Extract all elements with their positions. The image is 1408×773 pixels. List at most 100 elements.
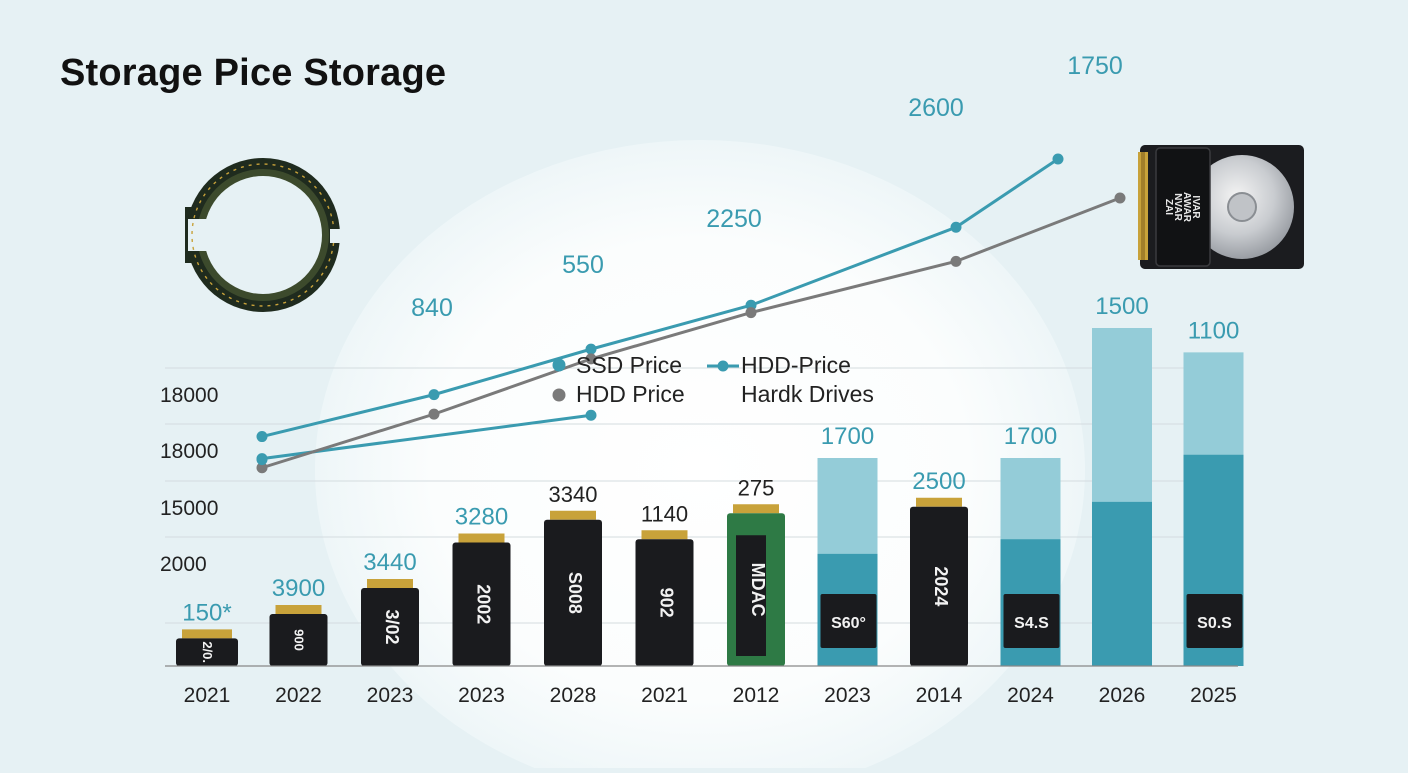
- line-value-label: 1750: [1067, 52, 1123, 80]
- circuit-board-ring-image: [185, 158, 344, 312]
- hdd-price-dash-point: [256, 431, 268, 443]
- drive-chip-text: 2/0.: [200, 641, 215, 663]
- hdd-label-text: IVAR: [1190, 195, 1201, 219]
- drive-gold-connector: [458, 533, 505, 543]
- hdd-price-point: [950, 255, 962, 267]
- drive-chip-text: 2024: [931, 566, 951, 606]
- hdd-label-text: ZAI: [1163, 199, 1174, 215]
- drive-text-group: MDAC: [748, 563, 768, 617]
- bar-value-label: 3900: [272, 575, 325, 602]
- drive-text-group: S008: [565, 572, 585, 614]
- x-tick-label: 2022: [275, 684, 322, 707]
- bar-drive: [910, 506, 968, 666]
- hdd-label-text: AWAR: [1181, 192, 1192, 223]
- y-tick-label: 2000: [160, 553, 207, 576]
- legend: SSD Price HDD-Price HDD Price Hardk Driv…: [552, 352, 874, 407]
- bar-value-label: 3340: [549, 482, 598, 507]
- hdd-price-point: [585, 353, 597, 365]
- drive-gold-connector: [916, 497, 962, 507]
- legend-hdd-marker: [552, 388, 566, 402]
- legend-ssd-label: SSD Price: [576, 352, 682, 378]
- drive-chip-text: S008: [565, 572, 585, 614]
- hdd-price-line: [261, 196, 1121, 470]
- bar-drive: [544, 519, 602, 666]
- bar-drive: [176, 638, 238, 666]
- bar-drive: [361, 588, 419, 666]
- hdd-price-dash-point: [1052, 153, 1064, 165]
- x-tick-label: 2021: [184, 684, 231, 707]
- drive-text-group: 2002: [474, 584, 494, 624]
- x-tick-label: 2023: [458, 684, 505, 707]
- x-tick-label: 2026: [1099, 684, 1146, 707]
- hdd-price-point: [745, 307, 757, 319]
- bar-value-label: 1700: [821, 423, 874, 450]
- drive-gold-connector: [733, 504, 779, 514]
- bar-drive: [635, 539, 694, 666]
- ssd-price-point: [256, 454, 268, 466]
- line-value-label: 840: [411, 294, 453, 322]
- hdd-price-dash-point: [428, 389, 440, 401]
- legend-hdd-dash-label: HDD-Price: [741, 352, 851, 378]
- hdd-price-dash-point: [950, 221, 962, 233]
- x-tick-label: 2021: [641, 684, 688, 707]
- y-tick-label: 18000: [160, 384, 218, 407]
- drive-text-group: 2/0.: [200, 641, 215, 663]
- drive-text-group: 902: [657, 588, 677, 618]
- drive-chip: [820, 594, 877, 648]
- x-tick-label: 2025: [1190, 684, 1237, 707]
- bar-value-label: 150*: [182, 599, 231, 626]
- hdd-price-point: [428, 408, 440, 420]
- drive-chip-text: S4.S: [1014, 615, 1049, 632]
- hdd-label-text: NVAR: [1172, 193, 1183, 221]
- bars-layer: 2/0. 900 3/02 2002 S008 902 MDAC S60° 2024 S4.S S0…: [176, 328, 1244, 666]
- x-tick-label: 2023: [824, 684, 871, 707]
- drive-text-group: 2024: [931, 566, 951, 606]
- x-tick-label: 2012: [733, 684, 780, 707]
- drive-chip-text: S0.S: [1197, 615, 1232, 632]
- x-tick-label: 2024: [1007, 684, 1054, 707]
- legend-hdd-dash-dot: [717, 360, 729, 372]
- y-tick-label: 15000: [160, 497, 218, 520]
- x-tick-label: 2014: [916, 684, 963, 707]
- drive-gold-connector: [641, 530, 688, 540]
- hdd-price-dash-point: [585, 343, 597, 355]
- drive-chip-text: 902: [657, 588, 677, 618]
- bar-value-label: 2500: [912, 468, 965, 495]
- bar-value-label: 3440: [363, 549, 416, 576]
- legend-hard-drives-label: Hardk Drives: [741, 381, 874, 407]
- bar-value-label: 1140: [641, 501, 688, 526]
- drive-text-group: 3/02: [382, 609, 402, 644]
- lines-layer: [256, 153, 1126, 474]
- hdd-price-point: [256, 462, 268, 474]
- drive-text-group: 900: [292, 629, 307, 651]
- bar-drive: [269, 614, 328, 666]
- legend-hdd-label: HDD Price: [576, 381, 685, 407]
- drive-chip: [1003, 594, 1060, 648]
- drive-chip: [1186, 594, 1243, 648]
- labels-layer: 18000 18000 15000 2000 150* 2021 3900 2022 3440 2…: [160, 52, 1239, 707]
- bar-value-label: 1500: [1095, 293, 1148, 320]
- line-value-label: 550: [562, 251, 604, 279]
- bar-value-label: 1100: [1188, 317, 1240, 344]
- drive-label-sticker: [736, 535, 766, 656]
- bar-value-label: 275: [738, 475, 775, 500]
- x-tick-label: 2023: [367, 684, 414, 707]
- drive-gold-connector: [550, 510, 596, 520]
- drive-chip-text: 900: [292, 629, 307, 651]
- bar-drive: [452, 542, 511, 666]
- bar-lower-segment: [1092, 501, 1152, 666]
- bar-value-label: 1700: [1004, 423, 1057, 450]
- y-tick-label: 18000: [160, 440, 218, 463]
- line-value-label: 2250: [706, 205, 762, 233]
- chart-title: Storage Pice Storage: [60, 52, 447, 94]
- x-tick-label: 2028: [550, 684, 597, 707]
- drive-chip-text: MDAC: [748, 563, 768, 617]
- hdd-price-point: [1114, 192, 1126, 204]
- hdd-price-lower-point: [585, 409, 597, 421]
- bar-value-label: 3280: [455, 504, 508, 531]
- legend-ssd-marker: [552, 358, 566, 372]
- hdd-price-dash-line: [261, 157, 1059, 439]
